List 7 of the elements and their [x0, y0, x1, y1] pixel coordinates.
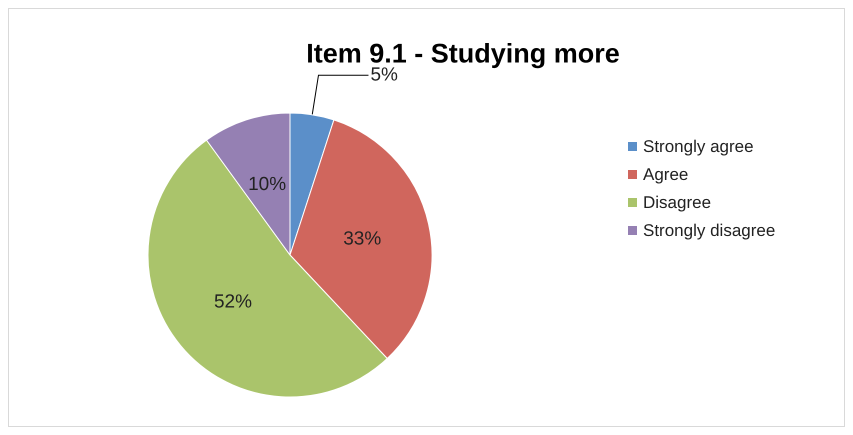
- data-label: 10%: [248, 174, 286, 196]
- data-label: 33%: [343, 228, 382, 250]
- legend-label: Strongly disagree: [643, 221, 776, 240]
- legend-label: Agree: [643, 165, 688, 184]
- legend-label: Disagree: [643, 193, 712, 212]
- legend-label: Strongly agree: [643, 137, 754, 156]
- data-label: 52%: [214, 292, 252, 313]
